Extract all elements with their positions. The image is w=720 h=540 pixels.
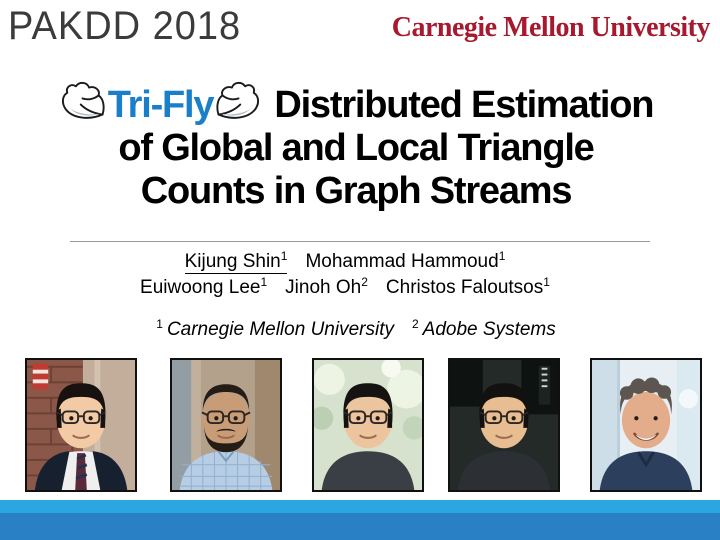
author-name: Kijung Shin1 [184,249,288,274]
portrait-illustration [172,360,280,490]
author-line-1: Kijung Shin1 Mohammad Hammoud1 [0,249,690,275]
portrait-illustration [314,360,422,490]
slide-title: Tri-Fly Distributed Estimation of Global… [0,81,712,213]
title-line-3: Counts in Graph Streams [140,170,573,212]
affiliation-item: 2 Adobe Systems [411,317,556,340]
portrait-illustration [27,360,135,490]
footer-bar [0,513,720,540]
footer-accent-stripe [0,500,720,513]
author-photo [312,358,424,492]
title-separator-line [70,241,650,242]
affiliations-block: 1 Carnegie Mellon University 2 Adobe System… [0,317,712,341]
title-line-1-text: Distributed Estimation [274,84,654,126]
author-line-2: Euiwoong Lee1 Jinoh Oh2 Christos Faloutsos… [0,275,690,301]
title-line-2: of Global and Local Triangle [118,127,594,169]
author-name: Mohammad Hammoud1 [305,249,506,272]
author-name: Christos Faloutsos1 [385,275,550,298]
method-name: Tri-Fly [107,84,215,126]
author-photo [170,358,282,492]
author-photo [590,358,702,492]
wing-icon [61,81,105,119]
author-photo [448,358,560,492]
university-wordmark: Carnegie Mellon University [391,12,711,43]
portrait-illustration [450,360,558,490]
conference-logo: PAKDD 2018 [8,4,242,49]
author-name: Jinoh Oh2 [285,275,368,298]
title-line-1: Tri-Fly Distributed Estimation [0,81,712,127]
wing-icon [216,81,260,119]
author-photo [25,358,137,492]
portrait-illustration [592,360,700,490]
authors-block: Kijung Shin1 Mohammad Hammoud1 Euiwoong L… [0,249,690,301]
author-name: Euiwoong Lee1 [140,275,268,298]
affiliation-item: 1 Carnegie Mellon University [156,317,394,340]
